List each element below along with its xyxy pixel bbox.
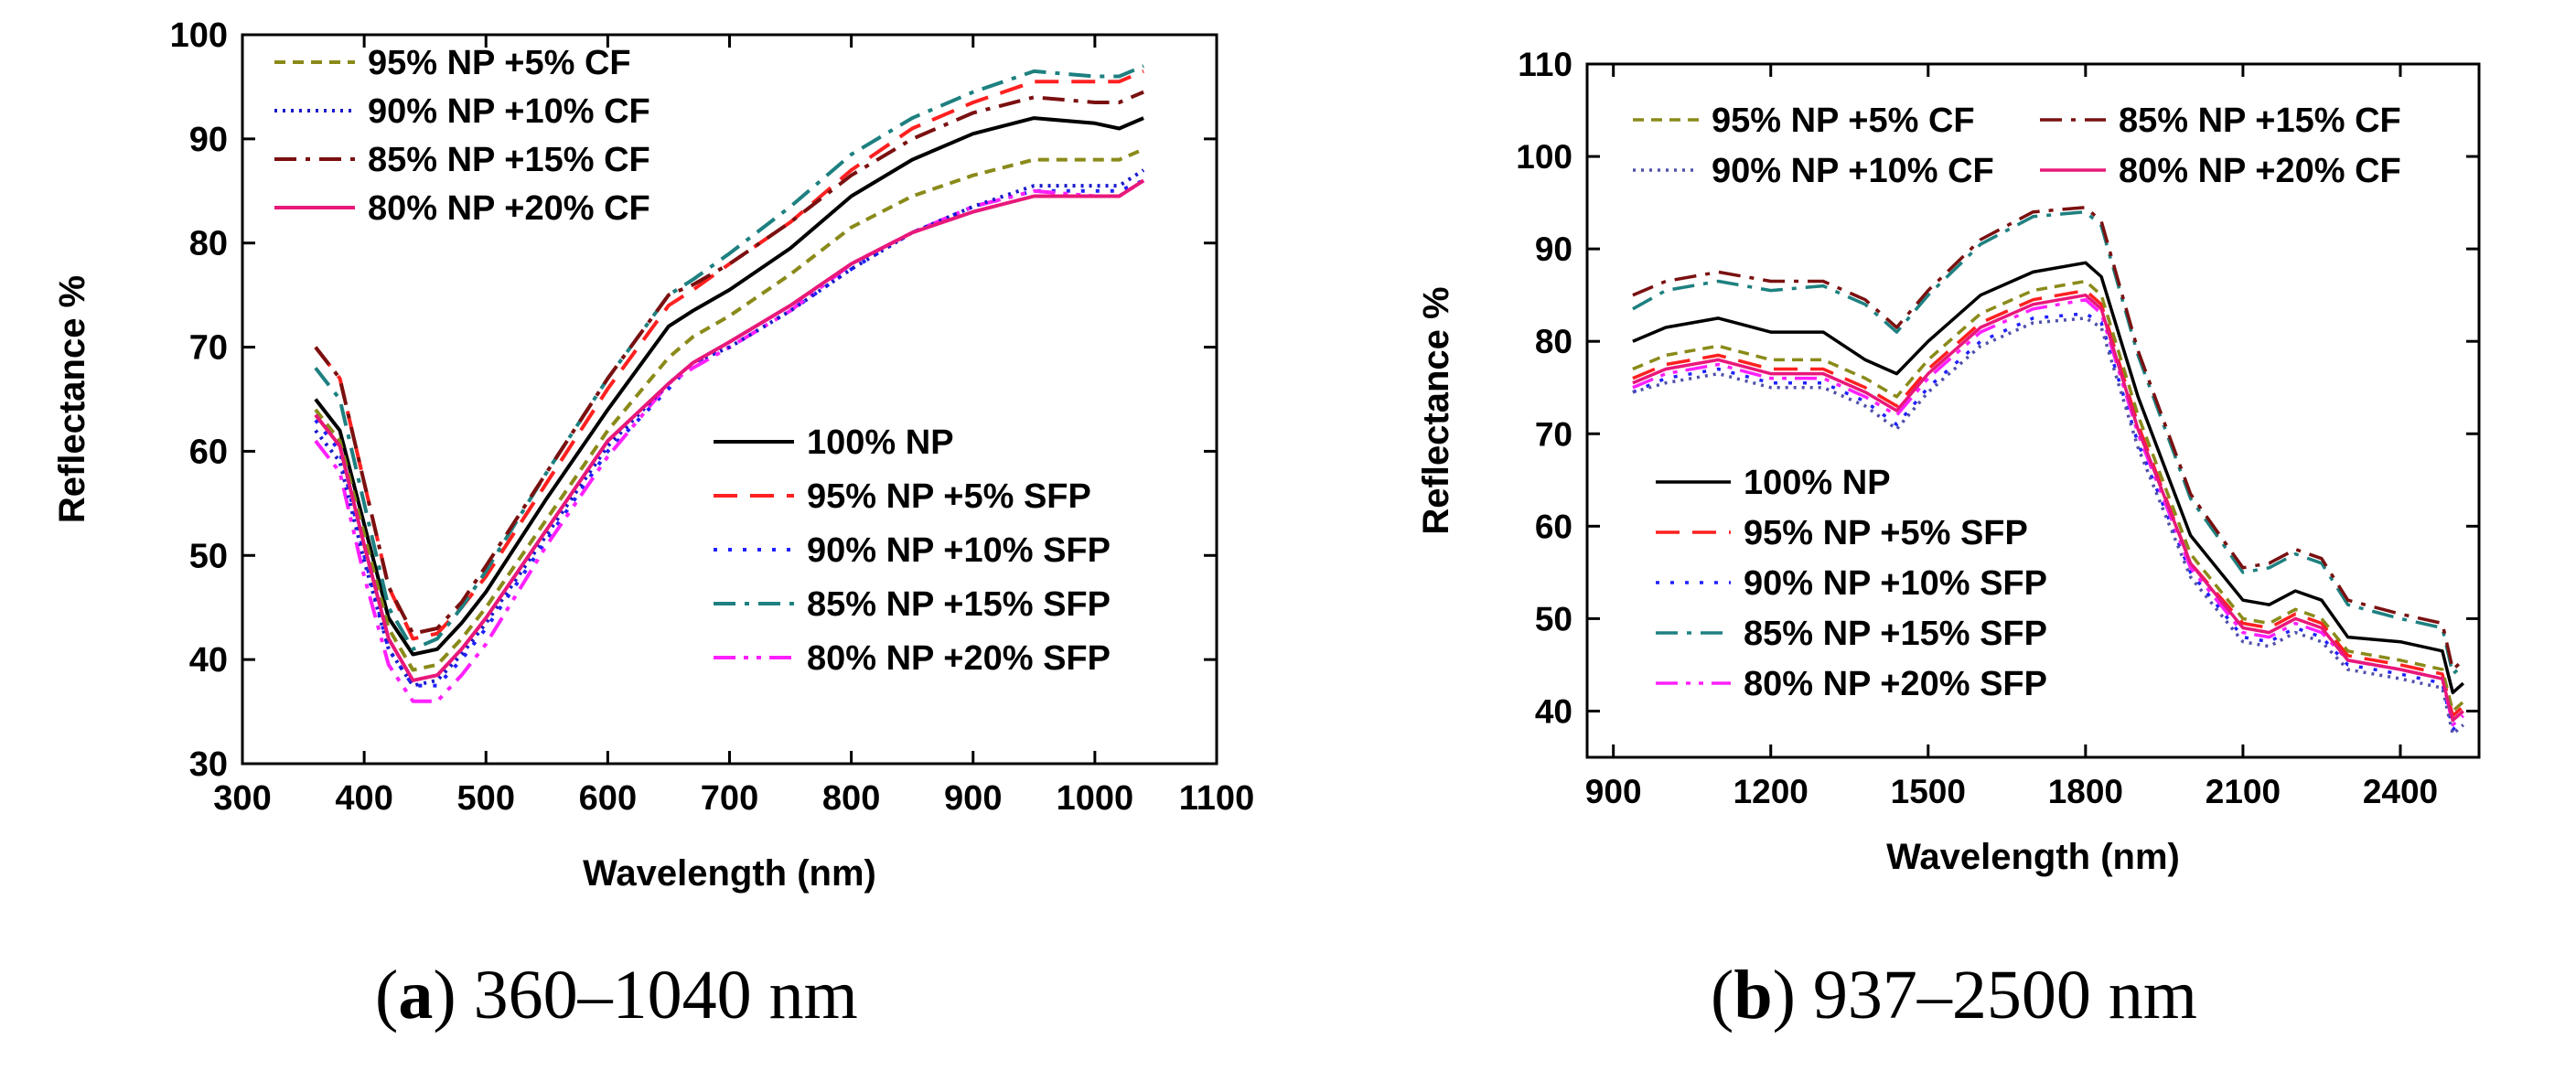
a-legend-label-cf5: 95% NP +5% CF xyxy=(368,44,631,82)
a-y-axis-label: Reflectance % xyxy=(52,275,92,523)
a-x-tick-label: 600 xyxy=(579,779,637,818)
a-legend-label-cf20: 80% NP +20% CF xyxy=(368,189,650,228)
a-y-tick-label: 100 xyxy=(170,16,228,55)
a-x-tick-label: 800 xyxy=(822,779,880,818)
b-series-line-sfp10 xyxy=(1632,312,2464,732)
caption-b-letter: b xyxy=(1733,957,1773,1034)
a-x-tick-label: 1000 xyxy=(1057,779,1134,818)
caption-b-text: 937–2500 nm xyxy=(1795,957,2198,1034)
b-x-tick-label: 1200 xyxy=(1733,773,1809,810)
a-y-tick-label: 40 xyxy=(189,641,228,680)
a-legend-label-cf10: 90% NP +10% CF xyxy=(368,92,650,131)
a-y-tick-label: 60 xyxy=(189,433,228,471)
caption-a-text: 360–1040 nm xyxy=(456,957,858,1034)
a-series-line-sfp15 xyxy=(314,64,1144,651)
b-y-tick-label: 90 xyxy=(1535,230,1572,268)
b-series-line-cf20 xyxy=(1632,293,2464,723)
a-legend-label-cf15: 85% NP +15% CF xyxy=(368,141,650,179)
a-y-tick-label: 80 xyxy=(189,225,228,263)
b-series-line-sfp20 xyxy=(1632,297,2464,727)
a-y-tick-label: 90 xyxy=(189,121,228,159)
a-y-tick-label: 30 xyxy=(189,745,228,784)
b-y-tick-label: 110 xyxy=(1518,46,1572,83)
a-y-tick-label: 70 xyxy=(189,329,228,368)
a-x-tick-label: 500 xyxy=(457,779,515,818)
a-series-line-sfp10 xyxy=(314,178,1144,688)
b-legend-label-cf15: 85% NP +15% CF xyxy=(2119,102,2401,140)
b-series-line-cf10 xyxy=(1632,316,2464,736)
b-x-tick-label: 2400 xyxy=(2363,773,2438,810)
b-y-tick-label: 70 xyxy=(1535,415,1572,453)
b-y-tick-label: 80 xyxy=(1535,323,1572,360)
b-series-line-np100 xyxy=(1632,261,2464,695)
a-legend-label-sfp15: 85% NP +15% SFP xyxy=(807,585,1111,624)
b-legend-label-sfp5: 95% NP +5% SFP xyxy=(1744,514,2028,552)
b-y-tick-label: 40 xyxy=(1535,692,1572,730)
a-series-line-cf10 xyxy=(314,168,1145,688)
b-x-tick-label: 900 xyxy=(1585,773,1642,810)
b-legend-label-sfp15: 85% NP +15% SFP xyxy=(1744,615,2047,653)
a-series-line-np100 xyxy=(314,116,1144,657)
a-series-line-cf15 xyxy=(314,90,1144,636)
a-legend-label-sfp5: 95% NP +5% SFP xyxy=(807,477,1091,516)
b-series-line-sfp15 xyxy=(1632,209,2464,676)
caption-a: (a) 360–1040 nm xyxy=(375,957,858,1034)
a-legend-label-sfp10: 90% NP +10% SFP xyxy=(807,531,1111,570)
b-x-tick-label: 1800 xyxy=(2048,773,2123,810)
b-y-tick-label: 60 xyxy=(1535,508,1572,545)
b-legend-label-sfp20: 80% NP +20% SFP xyxy=(1744,665,2047,703)
a-x-axis-label: Wavelength (nm) xyxy=(583,853,876,894)
a-x-tick-label: 400 xyxy=(335,779,392,818)
b-x-tick-label: 2100 xyxy=(2206,773,2281,810)
caption-a-letter: a xyxy=(398,957,434,1034)
b-x-axis-label: Wavelength (nm) xyxy=(1886,837,2180,877)
chart-a: 300 400 500 600 700 800 900 1000 1100 30 40 50 60 70 8… xyxy=(52,16,1254,894)
a-x-tick-label: 300 xyxy=(213,779,271,818)
a-legend-label-np100: 100% NP xyxy=(807,423,954,462)
b-legend-label-np100: 100% NP xyxy=(1744,464,1891,502)
a-x-tick-label: 900 xyxy=(944,779,1002,818)
b-x-tick-label: 1500 xyxy=(1891,773,1966,810)
b-legend-label-cf20: 80% NP +20% CF xyxy=(2119,152,2401,190)
chart-b: 900 1200 1500 1800 2100 2400 40 50 60 70 80 90 100 11… xyxy=(1416,46,2481,877)
b-plot-frame xyxy=(1585,62,2481,759)
b-series-line-cf5 xyxy=(1632,279,2464,713)
b-legend-label-sfp10: 90% NP +10% SFP xyxy=(1744,564,2047,603)
caption-b: (b) 937–2500 nm xyxy=(1711,957,2198,1034)
b-legend-label-cf5: 95% NP +5% CF xyxy=(1712,102,1975,140)
a-series-line-cf20 xyxy=(314,178,1145,682)
a-x-tick-label: 1100 xyxy=(1179,779,1254,818)
a-y-tick-label: 50 xyxy=(189,537,228,575)
b-legend-label-cf10: 90% NP +10% CF xyxy=(1712,152,1994,190)
b-y-tick-label: 100 xyxy=(1516,138,1572,176)
b-series-line-cf15 xyxy=(1632,205,2464,671)
b-y-tick-label: 50 xyxy=(1535,600,1572,637)
a-x-tick-label: 700 xyxy=(701,779,758,818)
b-series-line-sfp5 xyxy=(1632,288,2464,718)
b-y-axis-label: Reflectance % xyxy=(1416,286,1456,534)
a-legend-label-sfp20: 80% NP +20% SFP xyxy=(807,639,1111,678)
